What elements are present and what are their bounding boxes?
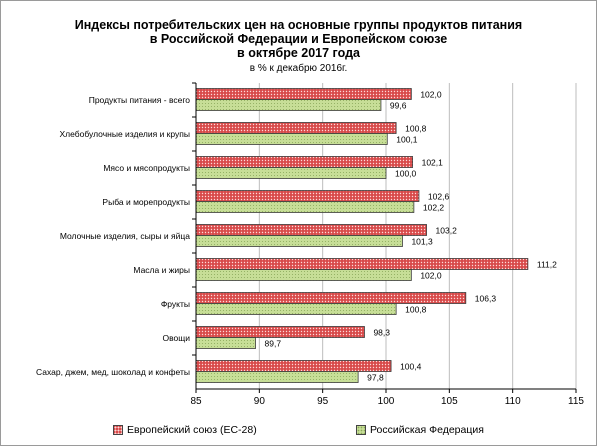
data-label-eu: 100,8 — [405, 124, 427, 134]
data-label-ru: 100,1 — [396, 135, 418, 145]
bar-eu — [195, 258, 529, 270]
bar-eu — [195, 156, 414, 168]
bar-eu — [195, 88, 412, 100]
category-label: Сахар, джем, мед, шоколад и конфеты — [36, 367, 190, 377]
bar-ru — [195, 303, 397, 315]
x-tick-label: 90 — [254, 396, 266, 407]
category-label: Фрукты — [161, 299, 190, 309]
data-label-ru: 102,0 — [420, 271, 442, 281]
data-label-eu: 106,3 — [475, 294, 497, 304]
data-label-ru: 102,2 — [423, 203, 445, 213]
x-tick-label: 115 — [568, 396, 584, 407]
data-label-ru: 89,7 — [265, 339, 282, 349]
category-label: Мясо и мясопродукты — [103, 163, 190, 173]
chart-title-line-2: в Российской Федерации и Европейском сою… — [149, 32, 448, 46]
bar-ru — [195, 235, 403, 247]
category-label: Молочные изделия, сыры и яйца — [60, 231, 190, 241]
data-label-ru: 100,8 — [405, 305, 427, 315]
chart-subtitle: в % к декабрю 2016г. — [249, 63, 348, 74]
legend-item-eu: Европейский союз (ЕС-28) — [113, 424, 257, 436]
legend-swatch-ru — [356, 425, 366, 435]
x-tick-label: 85 — [190, 396, 202, 407]
bar-ru — [195, 133, 388, 145]
category-label: Рыба и морепродукты — [102, 197, 190, 207]
legend-label-ru: Российская Федерация — [370, 424, 484, 436]
bar-eu — [195, 360, 392, 372]
data-label-ru: 100,0 — [395, 169, 417, 179]
bar-ru — [195, 337, 256, 349]
data-label-eu: 98,3 — [373, 328, 390, 338]
legend-label-eu: Европейский союз (ЕС-28) — [127, 424, 257, 436]
bar-eu — [195, 122, 397, 134]
bar-ru — [195, 371, 359, 383]
data-label-eu: 102,1 — [422, 158, 444, 168]
bar-ru — [195, 269, 412, 281]
bar-eu — [195, 224, 427, 236]
category-label: Продукты питания - всего — [89, 95, 191, 105]
bar-eu — [195, 190, 420, 202]
bar-eu — [195, 292, 467, 304]
category-label: Масла и жиры — [133, 265, 190, 275]
data-label-ru: 101,3 — [411, 237, 433, 247]
data-label-eu: 100,4 — [400, 362, 422, 372]
bar-ru — [195, 99, 382, 111]
legend-swatch-eu — [113, 425, 123, 435]
data-label-ru: 99,6 — [390, 101, 407, 111]
bar-eu — [195, 326, 365, 338]
data-label-eu: 102,6 — [428, 192, 450, 202]
data-label-eu: 111,2 — [537, 260, 557, 270]
data-label-eu: 103,2 — [436, 226, 458, 236]
category-label: Овощи — [162, 333, 190, 343]
chart-title-line-3: в октябре 2017 года — [237, 46, 360, 60]
x-tick-label: 95 — [317, 396, 329, 407]
x-tick-label: 110 — [505, 396, 521, 407]
bar-ru — [195, 201, 415, 213]
chart-title-line-1: Индексы потребительских цен на основные … — [74, 18, 523, 32]
data-label-eu: 102,0 — [420, 90, 442, 100]
x-tick-label: 100 — [378, 396, 395, 407]
category-label: Хлебобулочные изделия и крупы — [60, 129, 190, 139]
bar-ru — [195, 167, 387, 179]
x-tick-label: 105 — [441, 396, 458, 407]
legend-item-ru: Российская Федерация — [356, 424, 484, 436]
data-label-ru: 97,8 — [367, 373, 384, 383]
